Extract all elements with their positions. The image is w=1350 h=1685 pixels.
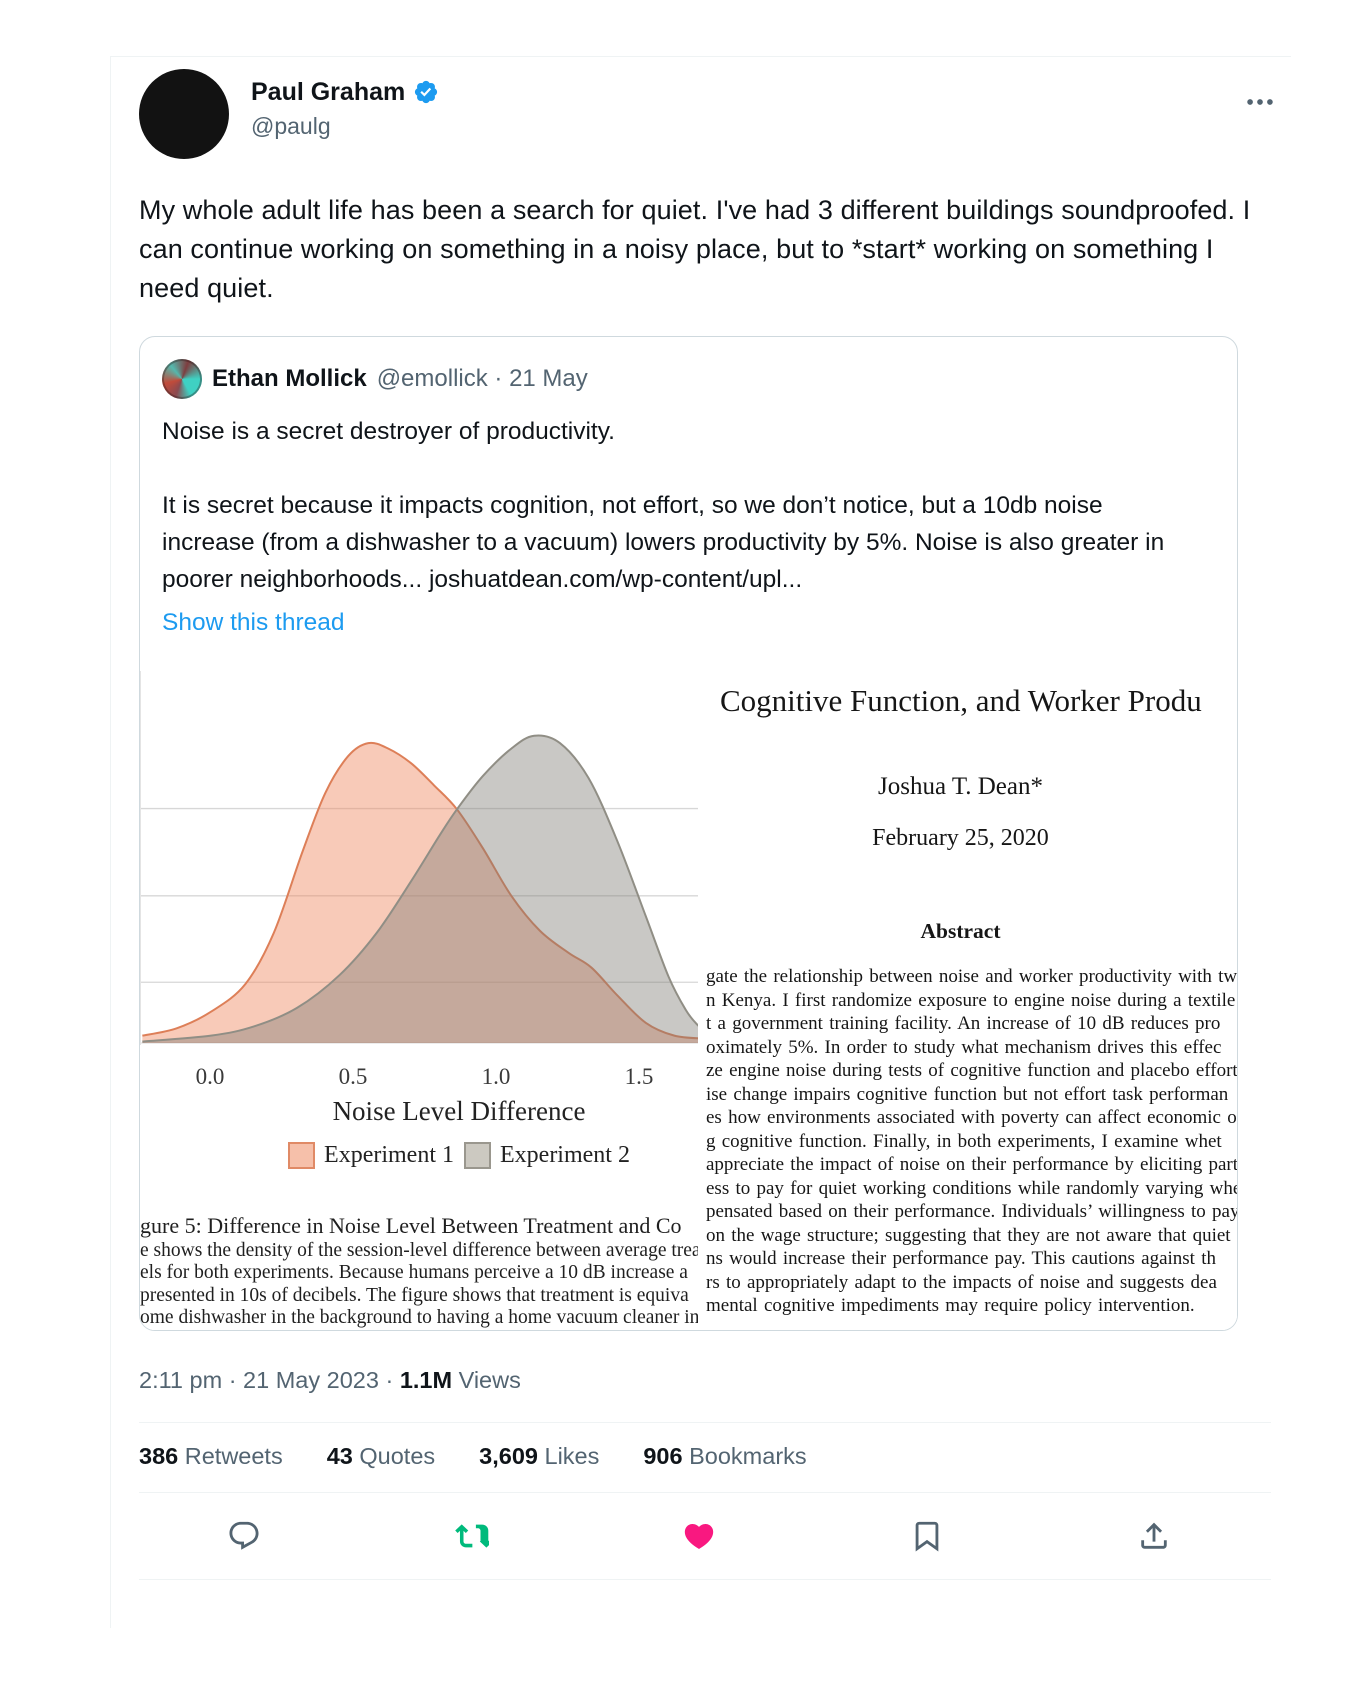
legend-label: Experiment 1	[324, 1142, 454, 1168]
abstract-line: gate the relationship between noise and …	[706, 966, 1237, 987]
quoted-avatar[interactable]	[162, 359, 202, 399]
abstract-line: rs to appropriately adapt to the impacts…	[706, 1271, 1217, 1293]
quotes-label: Quotes	[352, 1443, 436, 1469]
likes-label: Likes	[537, 1443, 600, 1469]
x-axis-label: Noise Level Difference	[332, 1096, 586, 1126]
action-bar	[139, 1493, 1271, 1580]
quoted-text-line1: Noise is a secret destroyer of productiv…	[162, 418, 615, 445]
tweet-header: Paul Graham @paulg	[111, 57, 1291, 159]
engagement-stats-row: 386 Retweets 43 Quotes 3,609 Likes 906 B…	[139, 1423, 1271, 1493]
quoted-tweet-header: Ethan Mollick @emollick · 21 May	[140, 337, 1237, 399]
figure-caption: gure 5: Difference in Noise Level Betwee…	[140, 1214, 698, 1329]
verified-badge-icon	[413, 79, 439, 105]
abstract-text: gate the relationship between noise and …	[706, 965, 1237, 1318]
x-axis-ticks: 0.0 0.5 1.0 1.5	[140, 1064, 698, 1092]
x-tick: 0.5	[338, 1064, 368, 1089]
tweet-detail-column: Paul Graham @paulg My whole adult life h…	[110, 56, 1291, 1628]
avatar[interactable]	[139, 69, 229, 159]
abstract-line: g cognitive function. Finally, in both e…	[706, 1130, 1222, 1152]
timestamp: 2:11 pm · 21 May 2023 ·	[139, 1367, 400, 1393]
paper-author: Joshua T. Dean*	[877, 773, 1043, 800]
quoted-author-name[interactable]: Ethan Mollick	[212, 365, 367, 392]
quotes-stat[interactable]: 43 Quotes	[327, 1443, 435, 1470]
likes-stat[interactable]: 3,609 Likes	[479, 1443, 599, 1470]
legend-item-experiment2: Experiment 2	[464, 1142, 630, 1169]
likes-count: 3,609	[479, 1443, 538, 1469]
abstract-line: n Kenya. I first randomize exposure to e…	[706, 989, 1236, 1011]
share-button[interactable]	[1137, 1519, 1171, 1553]
paper-page-panel: Cognitive Function, and Worker Produ Jos…	[698, 663, 1237, 1330]
legend-item-experiment1: Experiment 1	[288, 1142, 454, 1169]
bookmarks-label: Bookmarks	[682, 1443, 807, 1469]
author-handle[interactable]: @paulg	[251, 113, 331, 139]
reply-button[interactable]	[227, 1519, 261, 1553]
x-tick: 1.5	[624, 1064, 654, 1089]
density-chart	[140, 671, 699, 1045]
quoted-author-handle-date: @emollick · 21 May	[376, 365, 588, 392]
tweet-text: My whole adult life has been a search fo…	[139, 195, 1251, 303]
abstract-heading: Abstract	[920, 919, 1001, 943]
abstract-line: es how environments associated with pove…	[706, 1107, 1237, 1128]
views-label: Views	[452, 1367, 521, 1393]
quoted-tweet-card[interactable]: Ethan Mollick @emollick · 21 May Noise i…	[139, 336, 1238, 1331]
quotes-count: 43	[326, 1443, 353, 1469]
timestamp-views-row: 2:11 pm · 21 May 2023 · 1.1M Views	[139, 1367, 1271, 1423]
abstract-line: pensated based on their performance. Ind…	[706, 1201, 1237, 1222]
author-names: Paul Graham @paulg	[251, 77, 439, 141]
show-thread-link[interactable]: Show this thread	[162, 609, 345, 636]
x-tick: 1.0	[481, 1064, 511, 1089]
x-tick: 0.0	[195, 1064, 225, 1089]
abstract-line: ise change impairs cognitive function bu…	[706, 1083, 1229, 1105]
caption-line: e shows the density of the session-level…	[140, 1240, 698, 1261]
retweet-button[interactable]	[454, 1519, 489, 1553]
figure-chart-panel: 0.0 0.5 1.0 1.5 Noise Level Difference E…	[140, 663, 699, 1330]
abstract-line: ns would increase their performance pay.…	[706, 1248, 1216, 1269]
chart-legend: Experiment 1 Experiment 2	[180, 1142, 738, 1169]
more-icon[interactable]	[1243, 85, 1277, 119]
retweets-stat[interactable]: 386 Retweets	[139, 1443, 283, 1470]
abstract-line: ze engine noise during tests of cognitiv…	[706, 1060, 1237, 1081]
abstract-line: t a government training facility. An inc…	[706, 1013, 1221, 1034]
bookmark-button[interactable]	[910, 1519, 944, 1553]
abstract-line: on the wage structure; suggesting that t…	[706, 1224, 1231, 1246]
like-button[interactable]	[682, 1519, 716, 1553]
retweets-label: Retweets	[178, 1443, 283, 1469]
abstract-line: mental cognitive impediments may require…	[706, 1295, 1195, 1316]
caption-line: ome dishwasher in the background to havi…	[140, 1306, 698, 1328]
caption-line: presented in 10s of decibels. The figure…	[140, 1284, 689, 1306]
quoted-text-body: It is secret because it impacts cognitio…	[162, 492, 1165, 593]
caption-line: gure 5: Difference in Noise Level Betwee…	[140, 1214, 682, 1238]
legend-swatch-experiment1	[288, 1142, 316, 1169]
retweets-count: 386	[139, 1443, 179, 1469]
quoted-media-image[interactable]: 0.0 0.5 1.0 1.5 Noise Level Difference E…	[140, 663, 1237, 1330]
abstract-line: oximately 5%. In order to study what mec…	[706, 1036, 1222, 1058]
views-count: 1.1M	[399, 1367, 453, 1393]
legend-swatch-experiment2	[464, 1142, 491, 1169]
bookmarks-stat[interactable]: 906 Bookmarks	[643, 1443, 806, 1470]
paper-date: February 25, 2020	[872, 825, 1049, 851]
abstract-line: appreciate the impact of noise on their …	[706, 1154, 1237, 1175]
caption-line: els for both experiments. Because humans…	[140, 1262, 688, 1284]
abstract-line: ess to pay for quiet working conditions …	[706, 1177, 1237, 1199]
paper-title: Cognitive Function, and Worker Produ	[720, 683, 1202, 718]
bookmarks-count: 906	[643, 1443, 683, 1469]
author-display-name[interactable]: Paul Graham	[251, 78, 406, 106]
legend-label: Experiment 2	[500, 1142, 630, 1168]
